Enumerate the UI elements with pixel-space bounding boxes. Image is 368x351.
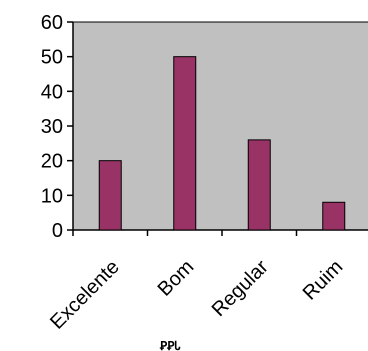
category-labels: Excelente Bom Regular Ruim xyxy=(46,256,347,334)
bar-regular xyxy=(247,139,271,231)
y-tick-label-3: 30 xyxy=(41,116,63,138)
x-tick-label-bom: Bom xyxy=(154,256,199,301)
y-axis: 0 10 20 30 40 50 60 xyxy=(41,12,74,242)
x-tick-label-ruim: Ruim xyxy=(299,256,348,305)
y-tick-label-1: 10 xyxy=(41,185,63,207)
y-tick-label-6: 60 xyxy=(41,12,63,34)
y-tick-label-5: 50 xyxy=(41,47,63,69)
bar-excelente xyxy=(98,160,122,231)
y-tick-label-0: 0 xyxy=(52,220,63,242)
bar-bom xyxy=(173,56,197,231)
bottom-mark-text: ꝐꝐᏓ xyxy=(159,339,181,351)
bar-ruim xyxy=(322,201,346,231)
y-tick-label-2: 20 xyxy=(41,151,63,173)
x-tick-label-excelente: Excelente xyxy=(46,256,124,334)
bar-series xyxy=(98,56,346,231)
x-tick-label-regular: Regular xyxy=(208,256,273,321)
plot-area xyxy=(72,21,368,231)
x-axis xyxy=(72,229,368,236)
y-tick-label-4: 40 xyxy=(41,81,63,103)
